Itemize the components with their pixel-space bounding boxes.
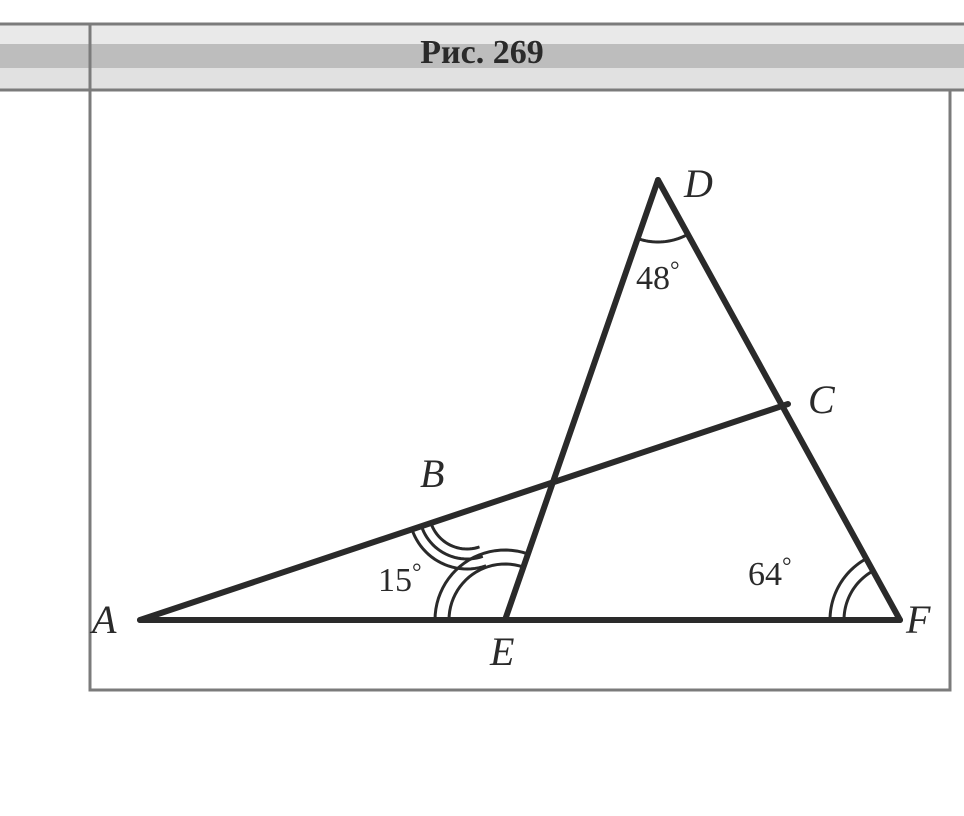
vertex-label-A: A [92, 596, 116, 643]
vertex-label-F: F [906, 596, 930, 643]
vertex-label-B: B [420, 450, 444, 497]
figure-title: Рис. 269 [0, 34, 964, 72]
angle-label-F: 64° [748, 556, 792, 594]
vertex-label-D: D [684, 160, 713, 207]
angle-value-D: 48 [636, 260, 670, 297]
angle-value-F: 64 [748, 556, 782, 593]
figure-canvas: Рис. 269 A B C D E F 48° 64° 15° [0, 0, 964, 816]
angle-value-E: 15 [378, 562, 412, 599]
angle-label-D: 48° [636, 260, 680, 298]
degree-symbol: ° [412, 560, 422, 586]
vertex-label-C: C [808, 376, 835, 423]
vertex-label-E: E [490, 628, 514, 675]
degree-symbol: ° [670, 258, 680, 284]
degree-symbol: ° [782, 554, 792, 580]
angle-label-E: 15° [378, 562, 422, 600]
